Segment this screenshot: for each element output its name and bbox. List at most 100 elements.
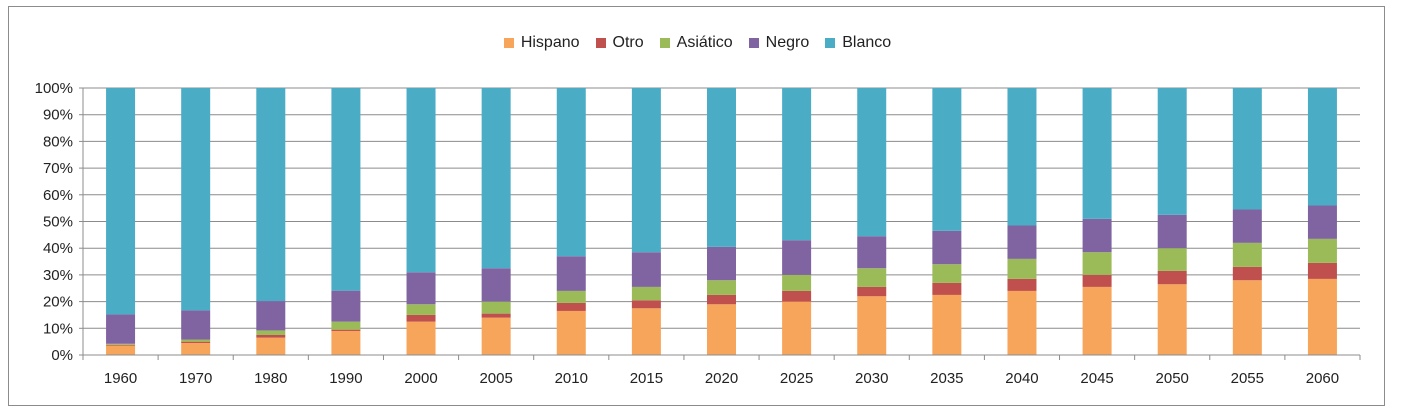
bar-otro-1990 bbox=[331, 329, 361, 331]
legend-swatch-blanco bbox=[825, 38, 836, 48]
bar-asi-tico-2045 bbox=[1082, 252, 1112, 275]
bar-blanco-2055 bbox=[1232, 88, 1262, 210]
bar-blanco-2035 bbox=[932, 88, 962, 231]
bar-hispano-2030 bbox=[857, 296, 887, 355]
axes-layer bbox=[79, 87, 1361, 360]
bar-otro-2000 bbox=[406, 314, 436, 322]
bar-blanco-2030 bbox=[857, 88, 887, 237]
x-tick-label-2000: 2000 bbox=[404, 370, 437, 387]
bar-asi-tico-2020 bbox=[707, 280, 736, 295]
bar-asi-tico-2000 bbox=[406, 304, 436, 315]
bar-blanco-1990 bbox=[331, 88, 361, 291]
bar-blanco-2050 bbox=[1157, 88, 1187, 215]
y-tick-label-50pct: 50% bbox=[43, 214, 73, 231]
y-tick-label-90pct: 90% bbox=[43, 107, 73, 124]
legend-label-negro: Negro bbox=[765, 34, 810, 51]
chart-legend: Hispano Otro Asiático Negro Blanco bbox=[9, 34, 1386, 52]
bar-blanco-2010 bbox=[556, 88, 586, 257]
bar-otro-2045 bbox=[1082, 274, 1112, 287]
y-tick-label-60pct: 60% bbox=[43, 187, 73, 204]
bar-otro-2015 bbox=[631, 300, 661, 309]
bar-blanco-2025 bbox=[782, 88, 812, 241]
x-tick-label-2025: 2025 bbox=[780, 370, 813, 387]
bar-negro-2035 bbox=[932, 230, 962, 265]
legend-item-hispano: Hispano bbox=[503, 34, 580, 52]
bar-negro-1980 bbox=[256, 301, 286, 331]
bar-blanco-1970 bbox=[181, 88, 211, 311]
bar-negro-2020 bbox=[707, 246, 736, 281]
bar-blanco-2060 bbox=[1307, 88, 1337, 206]
bar-hispano-2020 bbox=[707, 304, 736, 355]
bar-otro-2030 bbox=[857, 286, 887, 297]
bar-hispano-2040 bbox=[1007, 290, 1037, 355]
x-tick-label-2020: 2020 bbox=[705, 370, 738, 387]
bar-otro-2060 bbox=[1307, 262, 1337, 279]
bar-negro-2030 bbox=[857, 236, 887, 269]
bar-blanco-2000 bbox=[406, 88, 436, 273]
bar-blanco-2015 bbox=[631, 88, 661, 253]
bar-negro-2000 bbox=[406, 272, 436, 305]
bar-hispano-1980 bbox=[256, 337, 286, 355]
y-tick-label-30pct: 30% bbox=[43, 267, 73, 284]
x-tick-label-2040: 2040 bbox=[1005, 370, 1038, 387]
bar-asi-tico-2005 bbox=[481, 301, 511, 314]
bar-hispano-2045 bbox=[1082, 286, 1112, 355]
bar-hispano-1970 bbox=[181, 342, 211, 355]
bar-hispano-2055 bbox=[1232, 280, 1262, 355]
bar-blanco-1960 bbox=[106, 88, 136, 315]
legend-swatch-asiatico bbox=[659, 38, 670, 48]
bar-hispano-2025 bbox=[782, 301, 812, 355]
legend-swatch-negro bbox=[748, 38, 759, 48]
legend-swatch-hispano bbox=[503, 38, 514, 48]
bar-hispano-2005 bbox=[481, 317, 511, 355]
bar-asi-tico-2015 bbox=[631, 286, 661, 301]
y-tick-label-20pct: 20% bbox=[43, 294, 73, 311]
legend-label-blanco: Blanco bbox=[842, 34, 892, 51]
bar-hispano-2035 bbox=[932, 294, 962, 355]
bar-asi-tico-1970 bbox=[181, 339, 211, 342]
legend-label-otro: Otro bbox=[612, 34, 644, 51]
x-tick-label-2045: 2045 bbox=[1080, 370, 1113, 387]
legend-item-blanco: Blanco bbox=[825, 34, 891, 52]
bar-asi-tico-1990 bbox=[331, 321, 361, 330]
bar-negro-2015 bbox=[631, 252, 661, 287]
bar-otro-2055 bbox=[1232, 266, 1262, 281]
bar-hispano-2000 bbox=[406, 321, 436, 355]
labels-layer: 0% 10% 20% 30% 40% 50% 60% 70% 80% 90% 100% 1960 197… bbox=[35, 80, 1340, 387]
bar-negro-2040 bbox=[1007, 225, 1037, 259]
bar-blanco-1980 bbox=[256, 88, 286, 302]
bar-asi-tico-1960 bbox=[106, 343, 136, 345]
x-tick-label-2035: 2035 bbox=[930, 370, 963, 387]
bar-asi-tico-2010 bbox=[556, 290, 586, 303]
x-tick-label-2050: 2050 bbox=[1156, 370, 1189, 387]
x-tick-label-2060: 2060 bbox=[1306, 370, 1339, 387]
bar-negro-2005 bbox=[481, 268, 511, 302]
x-tick-label-1990: 1990 bbox=[329, 370, 362, 387]
bar-otro-2020 bbox=[707, 294, 736, 305]
bar-asi-tico-2040 bbox=[1007, 258, 1037, 279]
legend-item-otro: Otro bbox=[595, 34, 644, 52]
chart-frame: Hispano Otro Asiático Negro Blanco 0% 10%… bbox=[8, 6, 1385, 406]
y-tick-label-70pct: 70% bbox=[43, 160, 73, 177]
legend-item-negro: Negro bbox=[748, 34, 810, 52]
bar-otro-2025 bbox=[782, 290, 812, 302]
bar-negro-2060 bbox=[1307, 205, 1337, 239]
bar-otro-2050 bbox=[1157, 270, 1187, 285]
bar-hispano-2015 bbox=[631, 308, 661, 355]
legend-label-hispano: Hispano bbox=[520, 34, 580, 51]
bar-blanco-2045 bbox=[1082, 88, 1112, 219]
legend-item-asiatico: Asiático bbox=[659, 34, 733, 52]
bar-negro-1990 bbox=[331, 290, 361, 322]
stacked-bar-chart: 0% 10% 20% 30% 40% 50% 60% 70% 80% 90% 100% 1960 197… bbox=[35, 80, 1361, 387]
bar-hispano-2050 bbox=[1157, 284, 1187, 355]
legend-label-asiatico: Asiático bbox=[676, 34, 733, 51]
bar-asi-tico-2060 bbox=[1307, 238, 1337, 263]
x-tick-label-2010: 2010 bbox=[555, 370, 588, 387]
bar-asi-tico-2030 bbox=[857, 268, 887, 287]
bar-hispano-2010 bbox=[556, 310, 586, 355]
x-tick-label-1970: 1970 bbox=[179, 370, 212, 387]
y-tick-label-80pct: 80% bbox=[43, 133, 73, 150]
bar-hispano-1990 bbox=[331, 330, 361, 355]
bar-otro-2005 bbox=[481, 313, 511, 318]
bar-asi-tico-2055 bbox=[1232, 242, 1262, 267]
